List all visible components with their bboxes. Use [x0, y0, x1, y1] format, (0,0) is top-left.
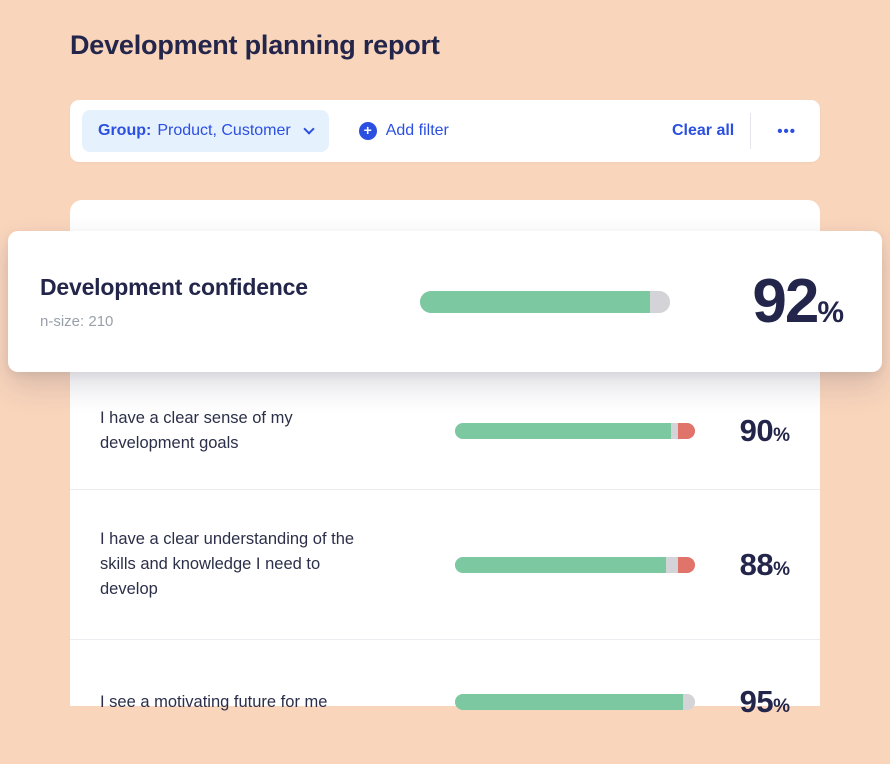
- group-filter-dropdown[interactable]: Group: Product, Customer: [82, 110, 329, 152]
- summary-text-block: Development confidence n-size: 210: [40, 274, 420, 330]
- question-score-bar: [455, 694, 695, 710]
- more-options-button[interactable]: •••: [777, 122, 796, 140]
- question-score: 90%: [695, 413, 790, 449]
- add-filter-label: Add filter: [385, 122, 449, 139]
- question-text: I have a clear sense of my development g…: [100, 406, 455, 456]
- filter-bar: Group: Product, Customer + Add filter Cl…: [70, 100, 820, 162]
- percent-sign: %: [817, 296, 844, 329]
- question-text: I see a motivating future for me: [100, 690, 455, 715]
- score-value: 88: [739, 546, 774, 582]
- summary-score-value: 92: [752, 267, 819, 336]
- group-filter-label: Group:: [98, 122, 152, 139]
- percent-sign: %: [773, 696, 790, 717]
- score-value: 90: [739, 412, 774, 448]
- question-row: I have a clear understanding of the skil…: [70, 490, 820, 640]
- question-score-bar: [455, 422, 695, 439]
- score-value: 95: [739, 684, 774, 719]
- clear-all-button[interactable]: Clear all: [671, 122, 735, 139]
- chevron-down-icon: [303, 123, 315, 135]
- percent-sign: %: [773, 558, 790, 580]
- question-label: I see a motivating future for me: [100, 692, 328, 711]
- question-score: 88%: [695, 547, 790, 583]
- plus-icon: +: [358, 122, 377, 140]
- filter-bar-divider: [750, 113, 752, 149]
- question-text: I have a clear understanding of the skil…: [100, 527, 455, 602]
- question-row: I see a motivating future for me 95%: [70, 640, 820, 764]
- summary-title: Development confidence: [40, 273, 308, 300]
- question-label: I have a clear understanding of the skil…: [100, 530, 355, 598]
- summary-card: Development confidence n-size: 210 92%: [8, 231, 882, 372]
- add-filter-button[interactable]: + Add filter: [358, 122, 449, 140]
- group-filter-value: Product, Customer: [157, 122, 291, 139]
- question-row: I have a clear sense of my development g…: [70, 372, 820, 490]
- percent-sign: %: [773, 424, 790, 446]
- question-score: 95%: [695, 684, 790, 720]
- summary-score-bar: [420, 290, 670, 313]
- page-title: Development planning report: [70, 30, 440, 60]
- question-label: I have a clear sense of my development g…: [100, 408, 293, 452]
- summary-nsize: n-size: 210: [40, 312, 114, 330]
- question-score-bar: [455, 556, 695, 573]
- summary-score: 92%: [670, 266, 844, 337]
